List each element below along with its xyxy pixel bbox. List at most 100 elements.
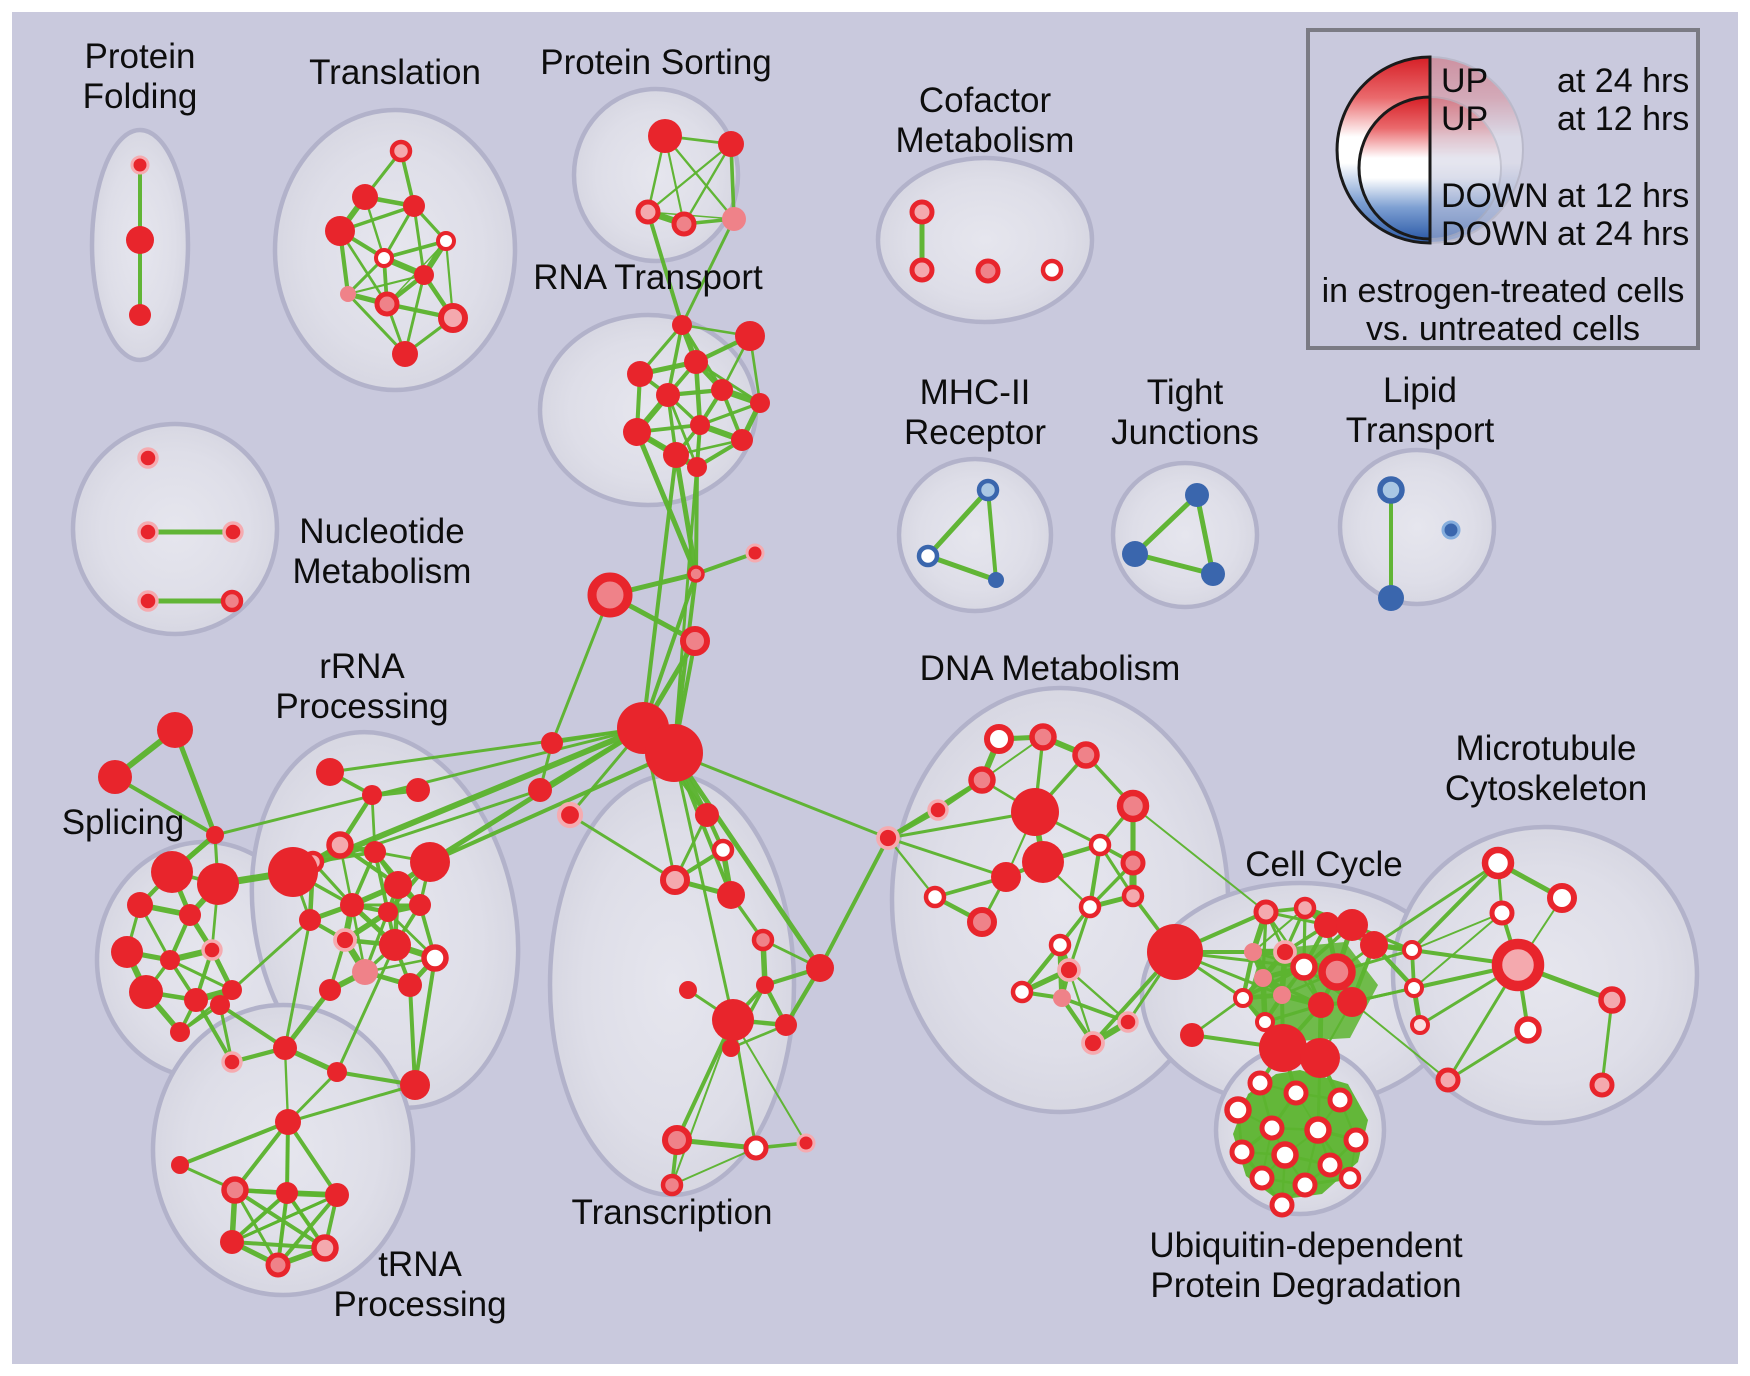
node-pinkcore [1116, 789, 1150, 823]
node-halo [745, 543, 765, 563]
node-ringpink [1491, 938, 1545, 992]
node-red [1022, 841, 1064, 883]
node-ringwhite [1040, 258, 1064, 282]
edge [663, 134, 736, 221]
node-red [206, 826, 224, 844]
edge [428, 751, 676, 864]
node-red [684, 350, 708, 374]
node-ringpink [660, 865, 690, 895]
node-red [299, 909, 321, 931]
cluster-ellipse-nucleotide-metabolism [70, 421, 280, 637]
edge [408, 983, 417, 1087]
edge [732, 1019, 807, 1144]
edge [671, 750, 823, 971]
edge [672, 751, 890, 840]
edge [641, 572, 698, 730]
legend-footer: in estrogen-treated cells [1322, 272, 1685, 310]
node-ringwhite [1404, 978, 1424, 998]
edge [1411, 912, 1503, 951]
node-halo [556, 801, 584, 829]
node-pinkcore [1120, 850, 1146, 876]
node-red [656, 383, 680, 407]
edge [671, 1147, 757, 1186]
node-red [806, 954, 834, 982]
node-pinkcore [1318, 953, 1356, 991]
node-red [384, 871, 412, 899]
node-red [1147, 924, 1203, 980]
node-red [679, 981, 697, 999]
node-red [645, 724, 703, 782]
node-red [210, 995, 230, 1015]
node-red [718, 131, 744, 157]
node-red [126, 226, 154, 254]
cluster-label-lipid-transport: Transport [1346, 411, 1495, 450]
cluster-label-microtubule-cytoskeleton: Cytoskeleton [1445, 769, 1647, 808]
cluster-label-trna-processing: tRNA [378, 1245, 462, 1284]
node-red [127, 892, 153, 918]
node-ringpink [1435, 1067, 1461, 1093]
node-blue [1378, 585, 1404, 611]
edge [113, 775, 217, 837]
node-pinkcore [680, 626, 710, 656]
node-ringpink [1121, 884, 1145, 908]
edge [886, 810, 1037, 840]
node-ringwhite [1224, 1096, 1252, 1124]
node-ringwhite [1048, 933, 1072, 957]
edge [283, 918, 312, 1050]
node-ringwhite [1247, 1070, 1273, 1096]
cluster-label-nucleotide-metabolism: Nucleotide [299, 512, 464, 551]
edge [1132, 805, 1267, 913]
node-ringwhite [1078, 895, 1102, 919]
edge [1194, 492, 1216, 577]
node-red [129, 304, 151, 326]
node-ringwhite [1233, 988, 1253, 1008]
node-ringpink [438, 303, 468, 333]
cluster-label-translation: Translation [309, 53, 481, 92]
node-red [398, 973, 422, 997]
node-halo [1057, 958, 1081, 982]
node-halo [221, 1051, 243, 1073]
node-halo [1117, 1011, 1139, 1033]
node-red [1336, 909, 1368, 941]
node-red [648, 119, 682, 153]
node-ringpink [311, 1234, 339, 1262]
node-pink [1244, 943, 1262, 961]
cluster-label-splicing: Splicing [62, 803, 185, 842]
node-red [750, 393, 770, 413]
node-red [364, 841, 386, 863]
node-red [179, 904, 201, 926]
node-pinkcore [374, 291, 400, 317]
node-red [129, 975, 163, 1009]
node-ringwhite [923, 885, 947, 909]
node-ringwhite [1327, 1087, 1353, 1113]
edge [213, 726, 645, 837]
edge [925, 553, 999, 583]
edge [1446, 1028, 1530, 1082]
node-red [378, 902, 398, 922]
node-ringwhite [1489, 900, 1515, 926]
edge [230, 918, 312, 992]
node-red [400, 1070, 430, 1100]
edge [233, 1120, 290, 1192]
edge [986, 488, 998, 582]
node-red [98, 760, 132, 794]
node-red [325, 216, 355, 246]
node-red [325, 1183, 349, 1207]
node-ringlight [1410, 1015, 1430, 1035]
edge [698, 401, 762, 427]
node-red [1314, 912, 1340, 938]
node-red [735, 321, 765, 351]
cluster-label-cell-cycle: Cell Cycle [1245, 845, 1403, 884]
node-red [160, 950, 180, 970]
edge [694, 551, 757, 576]
cluster-ellipse-mhc-ii-receptor [896, 456, 1054, 614]
node-ringwhite [1271, 1141, 1299, 1169]
node-red [151, 851, 193, 893]
node-pinkcore [967, 907, 997, 937]
node-ringpink [1589, 1072, 1615, 1098]
node-red [1300, 1038, 1340, 1078]
node-red [731, 429, 753, 451]
node-red [690, 415, 710, 435]
